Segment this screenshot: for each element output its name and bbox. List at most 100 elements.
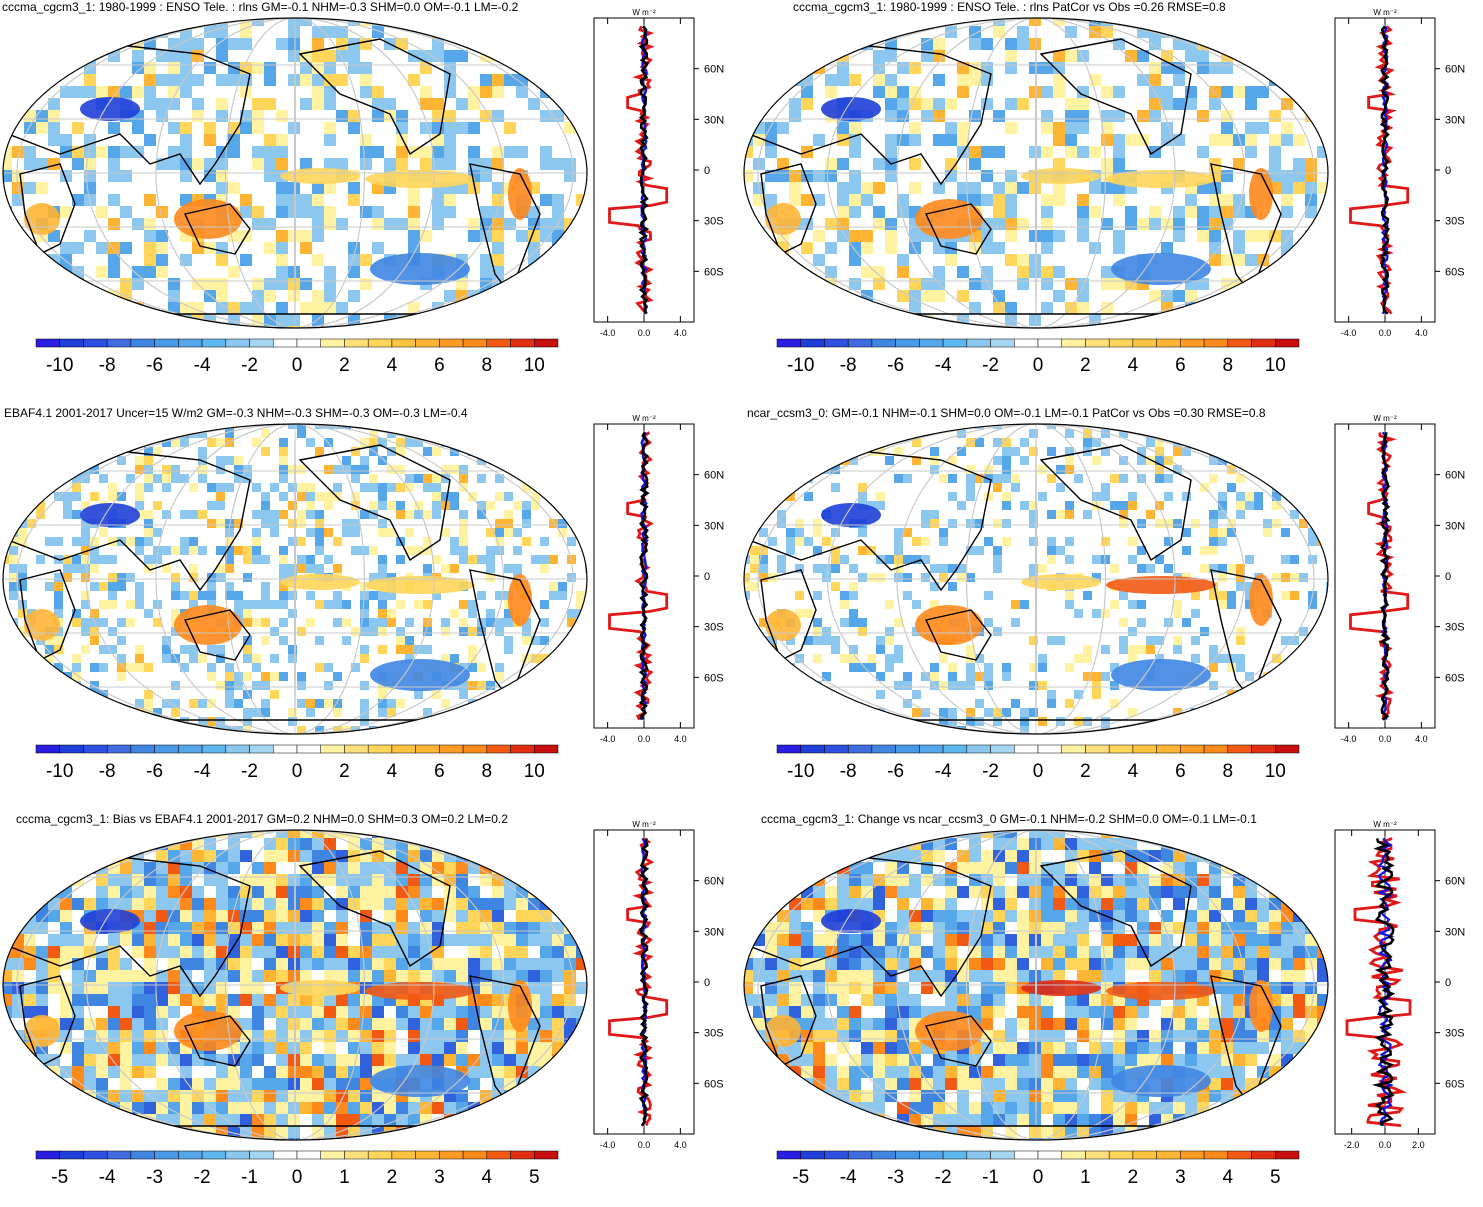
zonal-model-line [610, 838, 667, 1125]
colorbar-swatch [392, 745, 416, 753]
colorbar-tick-label: 10 [1265, 761, 1286, 782]
colorbar-tick-label: 2 [1128, 1167, 1139, 1188]
zonal-unit-label: W m⁻² [1373, 8, 1397, 17]
colorbar-swatch [1252, 339, 1276, 347]
map-panel: cccma_cgcm3_1: 1980-1999 : ENSO Tele. : … [0, 0, 741, 395]
colorbar-swatch [178, 339, 202, 347]
panel-title: EBAF4.1 2001-2017 Uncer=15 W/m2 GM=-0.3 … [4, 406, 604, 420]
colorbar-swatch [1133, 745, 1157, 753]
colorbar-swatch [487, 1151, 511, 1159]
colorbar-tick-label: 3 [1175, 1167, 1186, 1188]
colorbar-tick-label: 10 [1265, 355, 1286, 376]
colorbar-swatch [250, 745, 274, 753]
colorbar-swatch [1157, 1151, 1181, 1159]
latitude-tick-label: 60N [1445, 876, 1465, 888]
colorbar-swatch [1109, 745, 1133, 753]
colorbar-swatch [777, 339, 801, 347]
zonal-unit-label: W m⁻² [632, 820, 656, 829]
colorbar-tick-label: -6 [887, 355, 904, 376]
colorbar-swatch [824, 1151, 848, 1159]
colorbar-swatch [297, 745, 321, 753]
latitude-tick-label: 30N [704, 520, 724, 532]
colorbar-tick-label: -1 [982, 1167, 999, 1188]
zonal-unit-label: W m⁻² [1373, 414, 1397, 423]
latitude-tick-label: 30N [1445, 114, 1465, 126]
colorbar-swatch [1062, 745, 1086, 753]
colorbar-swatch [1062, 339, 1086, 347]
colorbar-swatch [107, 339, 131, 347]
map-panel: ncar_ccsm3_0: GM=-0.1 NHM=-0.1 SHM=0.0 O… [741, 406, 1482, 801]
shaded-field [741, 420, 1331, 738]
map-panel: cccma_cgcm3_1: Change vs ncar_ccsm3_0 GM… [741, 812, 1482, 1207]
colorbar-tick-label: 8 [482, 761, 493, 782]
zonal-x-tick-label: -4.0 [600, 1140, 616, 1150]
global-map [741, 14, 1331, 332]
colorbar-swatch [511, 339, 535, 347]
colorbar-swatch [297, 339, 321, 347]
zonal-x-tick-label: 0.0 [638, 734, 651, 744]
colorbar-swatch [321, 745, 345, 753]
colorbar-tick-label: -3 [887, 1167, 904, 1188]
latitude-tick-label: 0 [704, 977, 710, 989]
latitude-tick-label: 30S [1445, 216, 1465, 228]
latitude-tick-label: 0 [1445, 977, 1451, 989]
colorbar-tick-label: 10 [524, 761, 545, 782]
colorbar-swatch [967, 339, 991, 347]
latitude-tick-label: 0 [1445, 571, 1451, 583]
colorbar-tick-label: 8 [1223, 761, 1234, 782]
colorbar-tick-label: -10 [787, 355, 814, 376]
panel-title: ncar_ccsm3_0: GM=-0.1 NHM=-0.1 SHM=0.0 O… [747, 406, 1347, 420]
latitude-tick-label: 30S [1445, 1028, 1465, 1040]
colorbar-tick-label: 8 [1223, 355, 1234, 376]
colorbar-swatch [801, 339, 825, 347]
colorbar-swatch [777, 1151, 801, 1159]
colorbar-swatch [155, 1151, 179, 1159]
colorbar-swatch [368, 339, 392, 347]
colorbar-swatch [991, 1151, 1015, 1159]
colorbar-tick-label: -2 [982, 761, 999, 782]
colorbar-swatch [1133, 1151, 1157, 1159]
colorbar-tick-label: 8 [482, 355, 493, 376]
colorbar-swatch [344, 339, 368, 347]
latitude-tick-label: 30N [1445, 926, 1465, 938]
zonal-x-tick-label: 4.0 [674, 734, 687, 744]
colorbar-swatch [439, 339, 463, 347]
colorbar-tick-label: 2 [1080, 355, 1091, 376]
zonal-x-tick-label: 0.0 [1379, 1140, 1392, 1150]
colorbar-swatch [1204, 745, 1228, 753]
colorbar-tick-label: -4 [935, 355, 952, 376]
colorbar-swatch [824, 745, 848, 753]
colorbar-tick-label: -10 [46, 355, 73, 376]
colorbar-swatch [991, 339, 1015, 347]
colorbar-tick-label: -10 [46, 761, 73, 782]
colorbar-tick-label: -6 [146, 355, 163, 376]
colorbar-tick-label: 2 [339, 761, 350, 782]
colorbar-swatch [1180, 745, 1204, 753]
colorbar-swatch [1109, 1151, 1133, 1159]
colorbar-swatch [872, 745, 896, 753]
colorbar-tick-label: 0 [1033, 761, 1044, 782]
colorbar-swatch [1228, 339, 1252, 347]
colorbar-swatch [155, 339, 179, 347]
colorbar-swatch [1252, 1151, 1276, 1159]
colorbar-tick-label: 1 [339, 1167, 350, 1188]
map-panel: EBAF4.1 2001-2017 Uncer=15 W/m2 GM=-0.3 … [0, 406, 741, 801]
colorbar-swatch [36, 745, 60, 753]
zonal-x-tick-label: 4.0 [1415, 328, 1428, 338]
colorbar-swatch [1038, 339, 1062, 347]
colorbar-swatch [919, 745, 943, 753]
colorbar-tick-label: -3 [146, 1167, 163, 1188]
colorbar-swatch [1180, 339, 1204, 347]
latitude-tick-label: 30S [704, 1028, 724, 1040]
latitude-tick-label: 30N [1445, 520, 1465, 532]
latitude-tick-label: 30N [704, 926, 724, 938]
global-map [741, 420, 1331, 738]
shaded-field [0, 826, 590, 1144]
colorbar-swatch [896, 339, 920, 347]
colorbar-swatch [1038, 1151, 1062, 1159]
colorbar-swatch [368, 745, 392, 753]
panel-title: cccma_cgcm3_1: 1980-1999 : ENSO Tele. : … [793, 0, 1393, 14]
colorbar-tick-label: -6 [146, 761, 163, 782]
